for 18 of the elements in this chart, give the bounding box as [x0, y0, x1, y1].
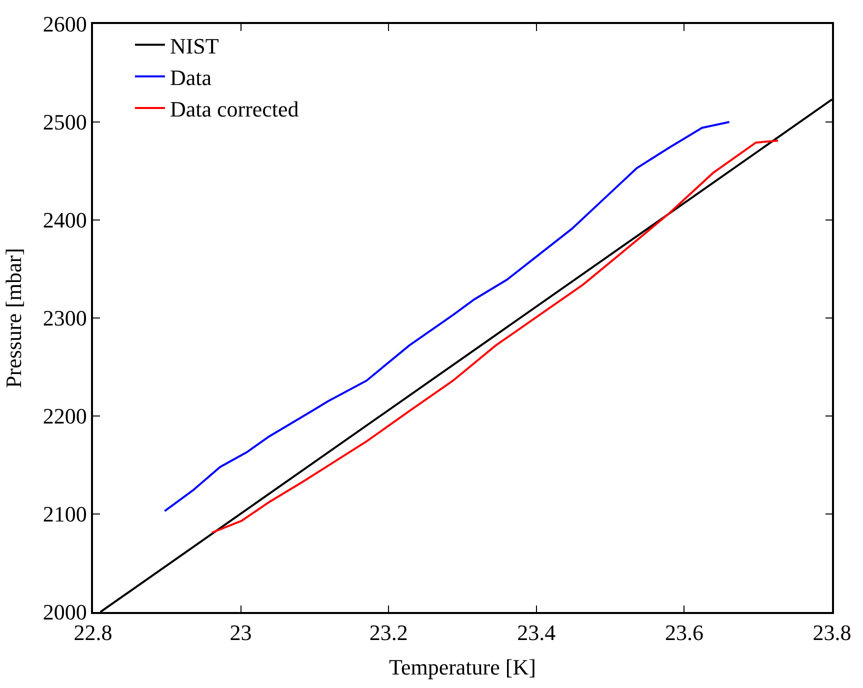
legend-label: Data [170, 64, 212, 90]
x-tick-label: 23 [230, 620, 252, 646]
x-tick-label: 23.2 [369, 620, 408, 646]
line-series [164, 121, 730, 512]
y-tick-label: 2600 [42, 12, 87, 37]
y-axis-title: Pressure [mbar] [1, 248, 26, 388]
x-tick-label: 23.6 [664, 620, 704, 646]
legend-label: Data corrected [170, 96, 299, 122]
y-tick-label: 2100 [42, 502, 87, 527]
x-tick-label: 23.8 [812, 620, 852, 646]
y-tick-label: 2300 [42, 306, 87, 331]
y-tick-label: 2500 [42, 110, 87, 135]
y-tick-label: 2200 [42, 404, 87, 429]
x-tick-label: 23.4 [517, 620, 556, 646]
line-series [210, 140, 780, 534]
legend-label: NIST [170, 33, 220, 58]
x-axis-title: Temperature [K] [389, 654, 536, 680]
y-tick-label: 2400 [42, 208, 87, 233]
